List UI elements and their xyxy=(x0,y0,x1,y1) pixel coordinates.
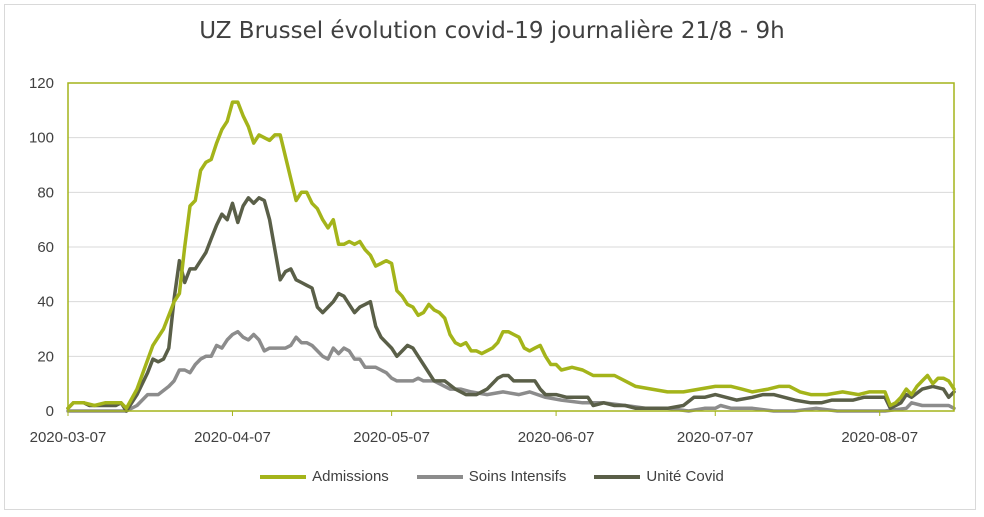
chart-title: UZ Brussel évolution covid-19 journalièr… xyxy=(199,18,785,44)
y-tick-label: 120 xyxy=(29,75,54,92)
y-tick-label: 20 xyxy=(37,348,54,365)
legend-label-unite-covid: Unité Covid xyxy=(646,468,724,485)
legend-label-admissions: Admissions xyxy=(312,468,389,485)
y-axis-ticks: 0 20 40 60 80 100 120 xyxy=(29,75,54,420)
legend-item-soins-intensifs: Soins Intensifs xyxy=(416,468,567,485)
series-lines xyxy=(66,100,956,413)
y-tick-label: 40 xyxy=(37,294,54,311)
plot-area-border xyxy=(67,82,955,412)
x-tick-label: 2020-04-07 xyxy=(194,429,271,446)
x-tick-label: 2020-06-07 xyxy=(518,429,595,446)
series-line-soins-intensifs xyxy=(66,329,956,413)
series-line-unite-covid xyxy=(66,196,956,413)
x-tick-label: 2020-08-07 xyxy=(841,429,918,446)
x-axis-ticks: 2020-03-07 2020-04-07 2020-05-07 2020-06-07… xyxy=(30,411,918,446)
legend: Admissions Soins Intensifs Unité Covid xyxy=(0,468,984,485)
gridlines xyxy=(68,82,954,412)
x-tick-label: 2020-07-07 xyxy=(677,429,754,446)
series-line-admissions xyxy=(66,100,956,411)
legend-label-soins-intensifs: Soins Intensifs xyxy=(468,468,567,485)
y-tick-label: 0 xyxy=(46,403,54,420)
y-tick-label: 100 xyxy=(29,130,54,147)
chart-frame xyxy=(4,4,976,510)
legend-swatch-soins-intensifs xyxy=(416,474,463,479)
legend-item-unite-covid: Unité Covid xyxy=(594,468,724,485)
y-tick-label: 60 xyxy=(37,239,54,256)
x-tick-label: 2020-05-07 xyxy=(353,429,430,446)
legend-swatch-unite-covid xyxy=(594,474,641,479)
y-tick-label: 80 xyxy=(37,184,54,201)
legend-swatch-admissions xyxy=(260,474,307,479)
x-tick-label: 2020-03-07 xyxy=(30,429,107,446)
legend-item-admissions: Admissions xyxy=(260,468,389,485)
